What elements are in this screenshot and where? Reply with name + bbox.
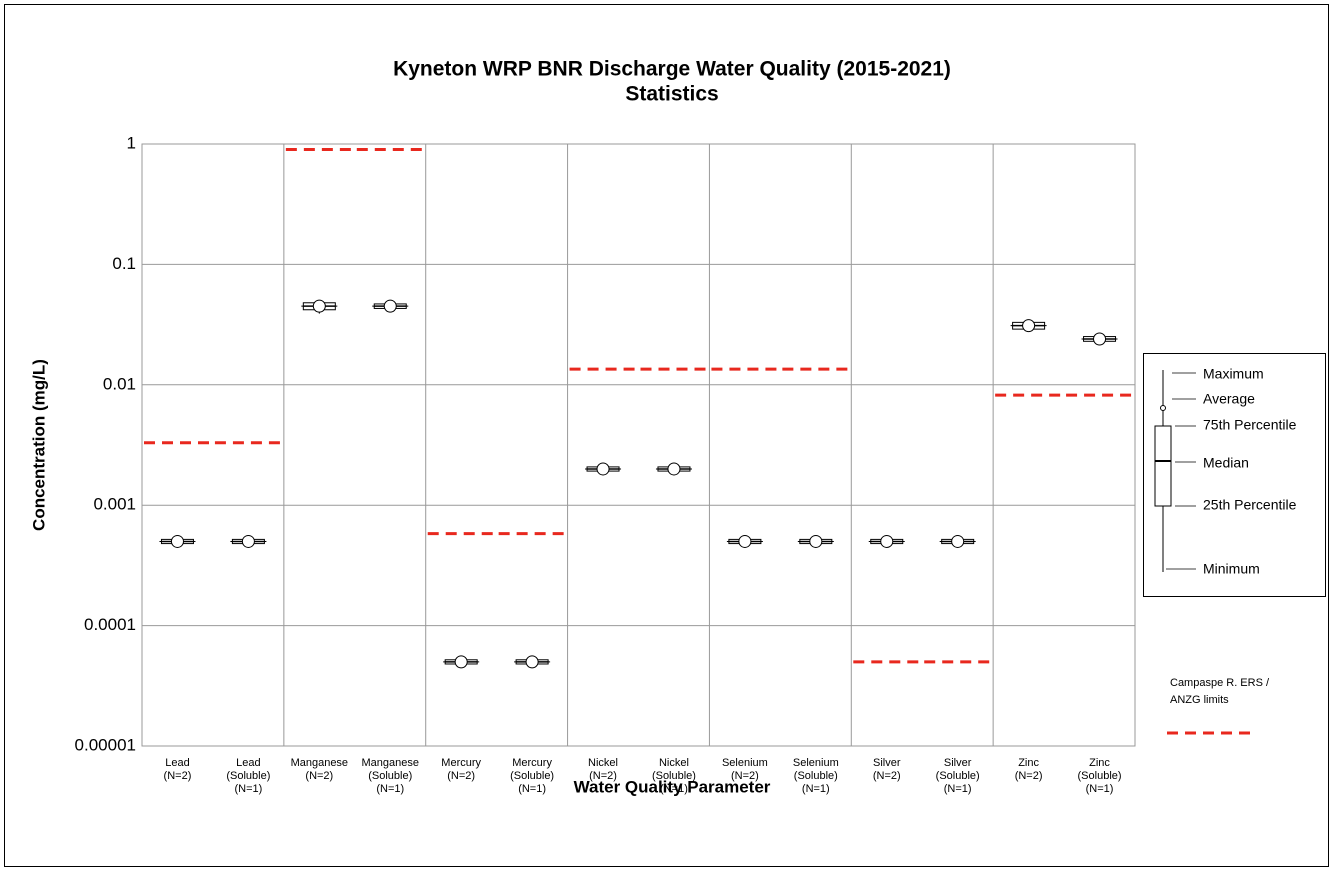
legend-box-shape [1154,425,1172,507]
chart-title: Statistics [625,83,718,106]
chart-title: Kyneton WRP BNR Discharge Water Quality … [393,58,951,81]
y-tick-label: 0.01 [103,374,136,393]
x-tick-label: (N=1) [234,783,262,795]
x-tick-label: (N=2) [1015,770,1043,782]
mean [241,534,255,548]
mean [454,655,468,669]
mean [880,534,894,548]
y-tick-label: 0.0001 [84,615,136,634]
legend-label: Minimum [1203,561,1260,577]
mean [738,534,752,548]
legend-label: Average [1203,391,1255,407]
x-tick-label: Selenium [722,757,768,769]
x-tick-label: Mercury [512,757,552,769]
x-tick-label: (N=1) [802,783,830,795]
mean [525,655,539,669]
mean [1022,319,1036,333]
x-tick-label: (Soluble) [1078,770,1122,782]
mean [170,534,184,548]
x-tick-label: (N=2) [164,770,192,782]
x-tick-label: (N=2) [589,770,617,782]
x-tick-label: (N=2) [873,770,901,782]
legend-label: Median [1203,455,1249,471]
x-tick-label: Nickel [659,757,689,769]
y-tick-label: 0.1 [112,254,136,273]
x-tick-label: (Soluble) [936,770,980,782]
mean [312,299,326,313]
x-tick-label: Silver [944,757,972,769]
mean [1093,332,1107,346]
x-tick-label: Zinc [1018,757,1039,769]
plot-area [141,143,1136,747]
x-tick-label: (Soluble) [226,770,270,782]
mean [809,534,823,548]
x-tick-label: (N=2) [447,770,475,782]
y-tick-label: 1 [127,133,136,152]
x-tick-label: (Soluble) [794,770,838,782]
x-tick-label: (N=1) [660,783,688,795]
x-tick-label: (N=1) [1086,783,1114,795]
x-tick-label: (Soluble) [368,770,412,782]
limit-legend-label: Campaspe R. ERS / [1170,677,1270,689]
legend-mean [1160,405,1166,411]
legend: Maximum Average 75th Percentile Median 2… [1143,353,1326,735]
x-tick-label: Lead [165,757,189,769]
y-tick-label: 0.001 [93,495,136,514]
y-tick-label: 0.00001 [75,735,136,754]
x-tick-label: Mercury [441,757,481,769]
x-tick-label: Selenium [793,757,839,769]
x-tick-label: (Soluble) [510,770,554,782]
x-axis-title: Water Quality Parameter [574,777,771,796]
limit-legend-label: ANZG limits [1170,694,1229,706]
x-tick-label: Manganese [291,757,349,769]
mean [951,534,965,548]
legend-label: 25th Percentile [1203,497,1297,513]
x-tick-label: (N=2) [305,770,333,782]
x-tick-label: (N=1) [376,783,404,795]
x-tick-label: (N=2) [731,770,759,782]
legend-label: 75th Percentile [1203,417,1297,433]
x-tick-label: Lead [236,757,260,769]
x-tick-label: Silver [873,757,901,769]
x-tick-label: (Soluble) [652,770,696,782]
legend-label: Maximum [1203,366,1264,382]
y-axis-title: Concentration (mg/L) [29,359,48,531]
x-tick-label: Nickel [588,757,618,769]
x-tick-label: (N=1) [518,783,546,795]
x-tick-label: Manganese [362,757,420,769]
mean [596,462,610,476]
mean [667,462,681,476]
mean [383,299,397,313]
x-tick-label: (N=1) [944,783,972,795]
x-tick-label: Zinc [1089,757,1110,769]
legend-box [1143,353,1326,597]
chart-border [4,4,1329,867]
